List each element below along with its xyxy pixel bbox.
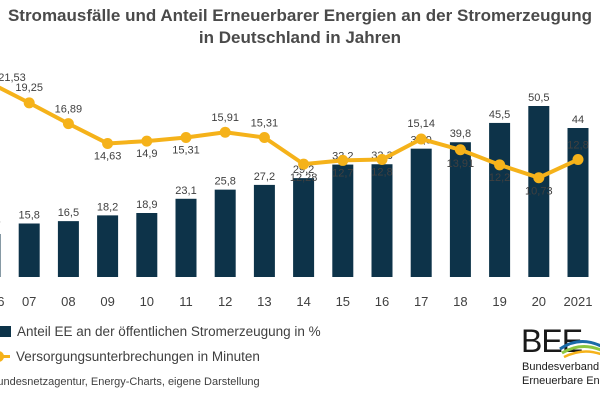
- x-tick-label: 14: [296, 294, 310, 309]
- chart-title-line-1: Stromausfälle und Anteil Erneuerbarer En…: [7, 6, 593, 25]
- logo-swoosh-icon: [559, 340, 600, 359]
- line-point: [572, 154, 584, 166]
- line-value-label: 19,25: [15, 82, 43, 94]
- line-value-label: 14,9: [136, 148, 157, 160]
- line-point: [219, 126, 231, 138]
- bar: [528, 106, 550, 277]
- legend-label-line: Versorgungsunterbrechungen in Minuten: [16, 349, 260, 364]
- line-point: [494, 159, 506, 171]
- x-tick-label: 13: [257, 294, 271, 309]
- x-tick-label: 16: [375, 294, 389, 309]
- legend-item-line: Versorgungsunterbrechungen in Minuten: [0, 349, 260, 364]
- bar: [253, 184, 275, 277]
- x-tick-label: 17: [414, 294, 428, 309]
- line-point: [180, 131, 192, 143]
- x-tick-label: 2021: [564, 294, 593, 309]
- line-point: [415, 133, 427, 145]
- bar-value-label: 29,2: [293, 164, 314, 176]
- line-value-label: 13,91: [447, 158, 475, 170]
- bar: [332, 164, 354, 277]
- x-tick-label: 11: [179, 294, 193, 309]
- legend-item-bars: Anteil EE an der öffentlichen Stromerzeu…: [0, 324, 321, 339]
- x-tick-label: 12: [218, 294, 232, 309]
- bar: [18, 223, 40, 277]
- bar: [371, 164, 393, 277]
- bar: [175, 198, 197, 277]
- source-note: Bundesnetzagentur, Energy-Charts, eigene…: [0, 376, 260, 388]
- line-point: [298, 158, 310, 170]
- x-tick-label: 09: [100, 294, 114, 309]
- bar-value-label: 50,5: [528, 92, 549, 104]
- bar-value-label: 45,5: [489, 109, 510, 121]
- x-tick-label: 10: [140, 294, 154, 309]
- bar-value-label: 27,2: [254, 171, 275, 183]
- bar: [57, 221, 79, 277]
- line-point: [258, 131, 270, 143]
- bar: [214, 189, 236, 277]
- x-tick-label: 07: [22, 294, 36, 309]
- bar-value-label: 15,8: [18, 209, 39, 221]
- x-tick-label: 19: [492, 294, 506, 309]
- line-point: [454, 144, 466, 156]
- line-value-label: 15,31: [251, 117, 279, 129]
- line-value-label: 21,53: [0, 72, 26, 84]
- line-value-label: 12,2: [489, 172, 510, 184]
- line-value-label: 15,14: [407, 118, 435, 130]
- bar: [449, 142, 471, 277]
- line-value-label: 10,73: [525, 186, 553, 198]
- line-point: [337, 154, 349, 166]
- line-value-label: 12,8: [371, 167, 392, 179]
- logo-line-2: Erneuerbare Energie: [522, 375, 600, 387]
- bar: [410, 148, 432, 277]
- x-tick-label: 20: [532, 294, 546, 309]
- bar-value-label: 16,5: [58, 207, 79, 219]
- line-point: [62, 118, 74, 130]
- line-value-label: 15,31: [172, 144, 200, 156]
- bar: [0, 233, 1, 277]
- bar: [489, 122, 511, 277]
- bar-value-label: 18,2: [97, 201, 118, 213]
- x-tick-label: 2006: [0, 294, 4, 309]
- chart-title: Stromausfälle und Anteil Erneuerbarer En…: [0, 5, 600, 49]
- line-point: [23, 97, 35, 109]
- bar: [293, 178, 315, 277]
- line-series: [0, 85, 579, 180]
- bar-value-label: 12,7: [0, 220, 1, 232]
- x-tick-label: 18: [453, 294, 467, 309]
- bar-value-label: 23,1: [175, 185, 196, 197]
- bar: [567, 128, 589, 277]
- legend-label-bars: Anteil EE an der öffentlichen Stromerzeu…: [17, 324, 321, 339]
- bar-value-label: 39,8: [450, 128, 471, 140]
- bar-value-label: 44: [572, 114, 584, 126]
- bar-value-label: 25,8: [214, 176, 235, 188]
- bar: [97, 215, 119, 277]
- line-value-label: 12,8: [567, 140, 588, 152]
- line-value-label: 12,28: [290, 172, 318, 184]
- line-point: [376, 154, 388, 166]
- line-value-label: 14,63: [94, 150, 122, 162]
- line-value-label: 12,7: [332, 167, 353, 179]
- x-tick-label: 15: [336, 294, 350, 309]
- bee-logo: BEE Bundesverband Erneuerbare Energie: [518, 325, 600, 395]
- logo-line-1: Bundesverband: [522, 361, 600, 373]
- line-value-label: 15,91: [211, 112, 239, 124]
- line-point: [102, 137, 114, 149]
- line-point: [533, 172, 545, 184]
- line-value-label: 16,89: [55, 104, 83, 116]
- bar-value-label: 18,9: [136, 199, 157, 211]
- line-point: [141, 135, 153, 147]
- legend-swatch-bars: [0, 326, 11, 337]
- chart-title-line-2: in Deutschland in Jahren: [198, 28, 402, 47]
- source-text: Bundesnetzagentur, Energy-Charts, eigene…: [0, 376, 260, 388]
- x-tick-label: 08: [61, 294, 75, 309]
- bar: [136, 213, 158, 277]
- legend-swatch-line: [0, 351, 10, 362]
